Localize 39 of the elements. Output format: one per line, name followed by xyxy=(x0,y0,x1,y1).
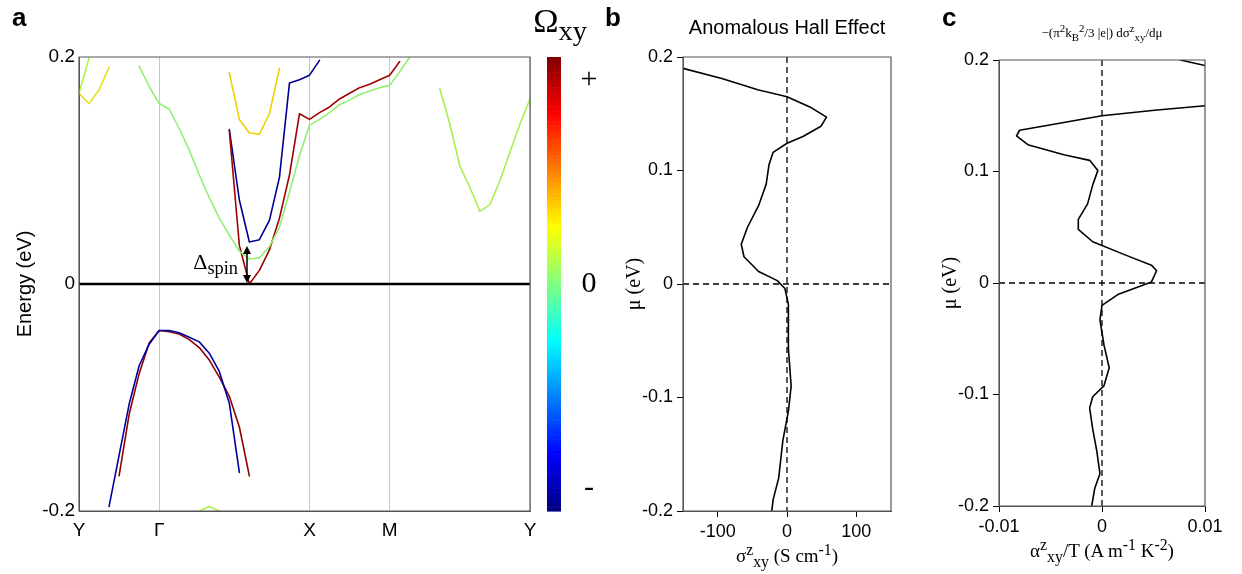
y-tick-label: 0.2 xyxy=(48,45,75,67)
x-tick-label: 0 xyxy=(1096,515,1108,536)
y-tick-label: -0.2 xyxy=(641,499,673,520)
color-bar-title: Ω$_{xy}$ xyxy=(533,2,587,47)
y-axis-title: Energy (eV) xyxy=(12,230,36,338)
y-tick-label: 0.2 xyxy=(647,45,673,66)
y-axis-title: μ (eV) xyxy=(621,257,645,311)
text: b xyxy=(605,2,621,33)
chart-title: −(π$^{2}$k$_{B}$$^{2}$/3 |e|) dσ$^{z}$$_{xy}$/dμ xyxy=(1041,22,1163,43)
x-axis-title: α$^{z}$$_{xy}$/T (A m$^{-1}$ K$^{-2}$) xyxy=(1030,536,1174,566)
x-tick-label: -100 xyxy=(699,520,736,541)
y-tick-label: -0.1 xyxy=(641,386,673,407)
color-bar-label: - xyxy=(584,469,594,503)
y-tick-label: 0.1 xyxy=(647,159,673,180)
x-tick-label: M xyxy=(381,518,398,540)
y-tick-label: 0 xyxy=(662,272,673,293)
text: c xyxy=(942,2,957,33)
y-tick-label: -0.2 xyxy=(42,499,75,521)
x-tick-label: 100 xyxy=(841,520,872,541)
x-tick-label: Y xyxy=(523,518,537,540)
x-axis-title: σ$^{z}$$_{xy}$ (S cm$^{-1}$) xyxy=(735,541,839,571)
x-tick-label: Y xyxy=(72,518,86,540)
y-axis-title: μ (eV) xyxy=(937,256,961,310)
y-tick-label: -0.2 xyxy=(957,494,989,515)
x-tick-label: Γ xyxy=(153,518,165,540)
y-tick-label: 0.1 xyxy=(963,160,989,181)
chart-title: Anomalous Hall Effect xyxy=(688,16,886,39)
color-bar-label: + xyxy=(580,60,598,94)
x-tick-label: 0 xyxy=(781,520,793,541)
text: a xyxy=(12,2,27,33)
x-tick-label: -0.01 xyxy=(978,515,1020,536)
annotation: Δ$_{spin}$ xyxy=(193,248,238,280)
x-tick-label: 0.01 xyxy=(1187,515,1223,536)
color-bar-label: 0 xyxy=(581,264,597,298)
y-tick-label: 0 xyxy=(64,272,75,294)
y-tick-label: 0 xyxy=(978,271,989,292)
y-tick-label: -0.1 xyxy=(957,383,989,404)
x-tick-label: X xyxy=(303,518,317,540)
y-tick-label: 0.2 xyxy=(963,48,989,69)
